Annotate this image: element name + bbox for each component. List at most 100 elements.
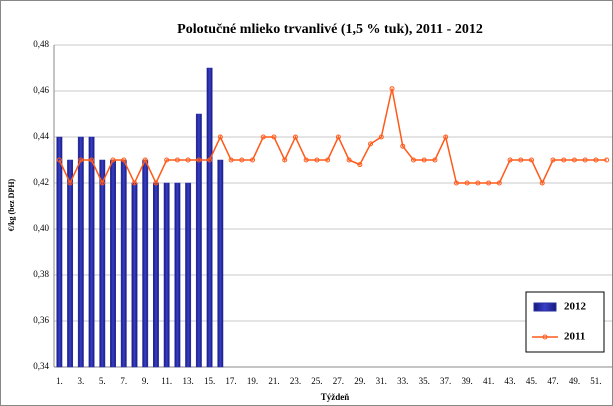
x-tick-label: 7.	[120, 376, 127, 386]
legend-swatch	[533, 302, 557, 312]
point	[131, 180, 137, 186]
bar	[153, 182, 159, 368]
bar	[195, 113, 202, 368]
y-tick-label: 0,40	[33, 223, 49, 233]
point	[378, 134, 384, 140]
point	[518, 157, 524, 163]
x-tick-label: 3.	[77, 376, 84, 386]
y-tick-label: 0,36	[33, 315, 49, 325]
bar	[174, 182, 181, 368]
legend-box	[525, 291, 605, 353]
point	[335, 134, 341, 140]
point	[110, 157, 116, 163]
bar	[120, 159, 127, 368]
y-tick-label: 0,46	[33, 85, 49, 95]
x-tick-label: 13.	[183, 376, 194, 386]
point	[174, 157, 180, 163]
bar	[56, 136, 63, 368]
bar	[131, 182, 138, 368]
y-tick-label: 0,38	[33, 269, 49, 279]
legend-label: 2011	[564, 331, 585, 343]
x-tick-label: 45.	[526, 376, 537, 386]
point	[89, 157, 95, 163]
x-tick-label: 47.	[547, 376, 558, 386]
point	[357, 162, 363, 168]
point	[142, 157, 148, 163]
point	[207, 157, 213, 163]
x-tick-label: 1.	[56, 376, 63, 386]
bar	[67, 159, 74, 368]
chart-title: Polotučné mlieko trvanlivé (1,5 % tuk), …	[177, 22, 483, 37]
point	[539, 180, 545, 186]
point	[185, 157, 191, 163]
y-tick-label: 0,34	[33, 361, 49, 371]
point	[217, 134, 223, 140]
x-tick-label: 41.	[483, 376, 494, 386]
bar	[142, 159, 149, 368]
x-tick-label: 11.	[161, 376, 172, 386]
x-tick-label: 43.	[504, 376, 515, 386]
point	[550, 157, 556, 163]
point	[507, 157, 513, 163]
point	[260, 134, 266, 140]
point	[486, 180, 492, 186]
point	[303, 157, 309, 163]
point	[453, 180, 459, 186]
x-tick-label: 39.	[462, 376, 473, 386]
point	[571, 157, 577, 163]
bar	[77, 136, 84, 368]
point	[325, 157, 331, 163]
x-tick-label: 31.	[376, 376, 387, 386]
bar	[88, 136, 95, 368]
point	[239, 157, 245, 163]
point	[78, 157, 84, 163]
x-tick-label: 9.	[142, 376, 149, 386]
point	[196, 157, 202, 163]
point	[475, 180, 481, 186]
x-tick-label: 15.	[204, 376, 215, 386]
point	[56, 157, 62, 163]
x-tick-label: 29.	[354, 376, 365, 386]
x-tick-label: 23.	[290, 376, 301, 386]
point	[464, 180, 470, 186]
point	[604, 157, 610, 163]
point	[593, 157, 599, 163]
point	[389, 86, 395, 92]
point	[400, 143, 406, 149]
point	[314, 157, 320, 163]
point	[121, 157, 127, 163]
point	[250, 157, 256, 163]
x-tick-label: 25.	[311, 376, 322, 386]
legend-marker	[542, 334, 548, 340]
bar	[185, 182, 192, 368]
point	[292, 134, 298, 140]
bar	[110, 159, 116, 368]
point	[282, 157, 288, 163]
x-tick-label: 27.	[333, 376, 344, 386]
x-tick-label: 33.	[397, 376, 408, 386]
point	[67, 180, 73, 186]
x-tick-label: 19.	[247, 376, 258, 386]
point	[346, 157, 352, 163]
point	[271, 134, 277, 140]
point	[582, 157, 588, 163]
x-tick-label: 51.	[590, 376, 601, 386]
point	[421, 157, 427, 163]
point	[496, 180, 502, 186]
y-tick-label: 0,42	[33, 177, 49, 187]
bar	[163, 182, 170, 368]
x-tick-label: 37.	[440, 376, 451, 386]
y-tick-label: 0,48	[33, 39, 49, 49]
point	[410, 157, 416, 163]
x-axis-label: Týždeň	[321, 392, 350, 402]
bar	[206, 67, 213, 368]
x-tick-label: 17.	[225, 376, 236, 386]
bar	[217, 159, 224, 368]
point	[368, 141, 374, 147]
point	[228, 157, 234, 163]
point	[443, 134, 449, 140]
y-tick-label: 0,44	[33, 131, 49, 141]
point	[561, 157, 567, 163]
legend-label: 2012	[564, 301, 587, 313]
